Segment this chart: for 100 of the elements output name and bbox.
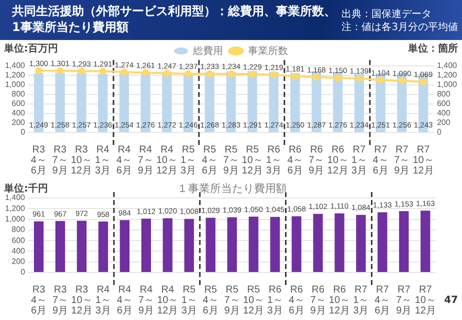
x-tick-label: R5 10～12月 <box>242 284 264 316</box>
point <box>35 67 42 74</box>
x-tick-label: R5 10～12月 <box>242 144 263 176</box>
bar <box>76 220 87 272</box>
y2-tick-label: 800 <box>436 90 451 99</box>
x-tick-label: R3 7～9月 <box>52 144 68 176</box>
y-tick-label: 600 <box>12 99 26 108</box>
bar <box>313 214 323 272</box>
x-tick-label: R7 7～9月 <box>396 284 412 316</box>
y2-tick-label: 1,200 <box>436 70 458 80</box>
point <box>398 77 406 84</box>
y-tick-label: 1,200 <box>4 204 26 213</box>
point <box>356 74 363 82</box>
bar <box>248 216 258 272</box>
y-tick-label: 1,000 <box>4 214 26 224</box>
x-tick-label: R5 4～6月 <box>202 144 218 176</box>
y-axis-title: 単位:千円 <box>3 182 48 195</box>
x-tick-label: R3 10～12月 <box>71 284 92 316</box>
x-tick-label: R6 1～3月 <box>267 284 283 316</box>
y2-tick-label: 200 <box>436 118 451 128</box>
legend-label: 総費用 <box>192 44 223 57</box>
x-tick-label: R7 4～6月 <box>372 144 388 176</box>
x-tick-label: R5 1～3月 <box>180 144 196 176</box>
y-tick-label: 1,000 <box>4 80 26 90</box>
point <box>312 74 320 81</box>
bar <box>162 218 172 272</box>
point <box>206 70 214 78</box>
y-tick-label: 200 <box>12 118 26 128</box>
bar <box>334 213 344 272</box>
x-tick-label: R5 4～6月 <box>202 284 218 316</box>
point <box>248 70 256 78</box>
x-tick-label: R3 7～9月 <box>52 284 68 316</box>
bar <box>206 218 216 272</box>
x-tick-label: R4 1～3月 <box>95 284 111 316</box>
x-tick-label: R6 1～3月 <box>266 144 282 176</box>
x-tick-label: R4 4～6月 <box>116 284 132 316</box>
y2-tick-label: 600 <box>436 99 451 108</box>
x-tick-label: R7 10～12月 <box>412 144 434 176</box>
chart-title: １事業所当たり費用額 <box>177 182 288 195</box>
point <box>184 70 192 78</box>
y-tick-label: 1,400 <box>4 193 26 202</box>
x-tick-label: R3 4～6月 <box>30 144 46 176</box>
x-tick-label: R5 7～9月 <box>223 144 239 176</box>
x-tick-label: R4 4～6月 <box>116 144 132 176</box>
x-tick-label: R7 7～9月 <box>394 144 410 176</box>
x-tick-label: R5 7～9月 <box>224 284 240 316</box>
x-tick-label: R3 10～12月 <box>70 144 92 176</box>
x-tick-label: R7 1～3月 <box>351 144 367 176</box>
x-tick-label: R4 10～12月 <box>157 284 178 316</box>
x-tick-label: R7 4～6月 <box>374 284 390 316</box>
x-tick-label: R6 10～12月 <box>327 144 348 176</box>
x-tick-label: R6 4～6月 <box>288 284 304 316</box>
legend-label: 事業所数 <box>248 44 288 57</box>
point <box>56 67 64 74</box>
x-tick-label: R5 1～3月 <box>181 284 197 316</box>
y-axis-title: 単位:百万円 <box>3 42 58 55</box>
text: 47 <box>444 295 458 306</box>
bar <box>292 216 302 272</box>
point <box>163 70 170 77</box>
bar <box>34 221 44 272</box>
bar <box>420 210 430 272</box>
x-tick-label: R6 4～6月 <box>287 144 303 176</box>
point <box>420 78 427 86</box>
y-tick-label: 400 <box>12 246 26 256</box>
x-tick-label: R7 10～12月 <box>414 284 436 316</box>
bar <box>378 212 388 272</box>
point <box>99 68 106 75</box>
y-tick-label: 1,200 <box>4 70 26 80</box>
x-tick-label: R6 10～12月 <box>328 284 350 316</box>
y2-axis-title: 単位：箇所 <box>407 42 458 55</box>
x-tick-label: R4 7～9月 <box>138 284 154 316</box>
point <box>78 68 85 75</box>
bar <box>141 218 151 272</box>
bar <box>356 214 366 272</box>
y-tick-label: 1,400 <box>4 61 26 70</box>
bar <box>270 216 280 272</box>
point <box>377 76 384 84</box>
point <box>292 72 299 80</box>
x-tick-label: R4 10～12月 <box>156 144 178 176</box>
y2-tick-label: 1,000 <box>436 80 458 90</box>
y-tick-label: 800 <box>12 225 26 234</box>
x-tick-label: R6 7～9月 <box>308 144 324 176</box>
x-tick-label: R4 1～3月 <box>95 144 111 176</box>
bar <box>55 221 66 272</box>
chart-title: 共同生活援助（外部サービス利用型）：総費用、事業所数、1事業所当たり費用額 <box>12 3 337 35</box>
y2-tick-label: 400 <box>436 108 451 118</box>
y-tick-label: 200 <box>12 257 26 266</box>
bar <box>399 211 409 272</box>
point <box>120 68 128 76</box>
bar <box>98 222 108 272</box>
x-tick-label: R3 4～6月 <box>30 284 47 316</box>
bar <box>184 218 194 272</box>
bar <box>227 217 237 272</box>
x-tick-label: R4 7～9月 <box>138 144 154 176</box>
text: 注：値は各3月分の平均値 <box>342 21 458 34</box>
point <box>228 70 234 78</box>
y-tick-label: 800 <box>12 90 26 99</box>
point <box>270 71 278 78</box>
point <box>142 69 150 76</box>
y-tick-label: 400 <box>12 108 26 118</box>
